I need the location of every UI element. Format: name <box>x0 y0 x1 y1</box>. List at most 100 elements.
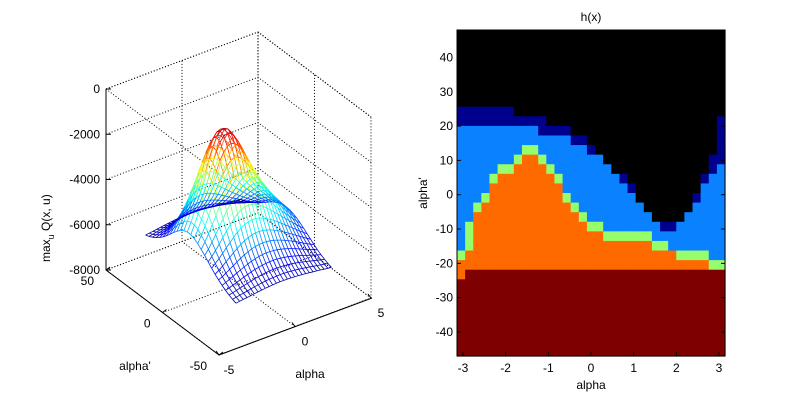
heatmap-cell <box>481 240 491 252</box>
heatmap-cell <box>660 317 669 328</box>
heatmap-cell <box>716 298 726 309</box>
heatmap-cell <box>530 269 539 280</box>
heatmap-cell <box>635 154 645 165</box>
mesh-line <box>320 258 325 261</box>
heatmap-cell <box>497 135 507 146</box>
mesh-line <box>247 274 252 282</box>
heatmap-cell <box>481 49 491 60</box>
mesh-line <box>228 162 233 171</box>
mesh-line <box>264 186 269 190</box>
mesh-line <box>262 242 267 254</box>
heatmap-cell <box>578 298 588 309</box>
mesh-line <box>270 197 275 206</box>
mesh-line <box>217 159 222 164</box>
mesh-line <box>222 237 227 249</box>
mesh-line <box>289 210 294 216</box>
heatmap-cell <box>651 279 661 290</box>
heatmap-cell <box>465 87 474 98</box>
heatmap-cell <box>546 231 556 242</box>
mesh-line <box>238 151 243 153</box>
mesh-line <box>167 225 171 228</box>
heatmap-cell <box>708 308 718 319</box>
heatmap-cell <box>700 279 710 290</box>
heatmap-cell <box>473 77 482 89</box>
mesh-line <box>281 210 286 219</box>
heatmap-cell <box>546 288 556 300</box>
mesh-line <box>239 276 245 281</box>
mesh-line <box>242 177 247 183</box>
mesh-line <box>280 258 285 266</box>
mesh-line <box>243 196 248 199</box>
mesh-line <box>246 178 251 183</box>
heatmap-cell <box>611 135 621 146</box>
mesh-line <box>231 174 237 180</box>
heatmap-cell <box>546 212 556 223</box>
heatmap-cell <box>700 231 710 242</box>
mesh-line <box>192 197 197 206</box>
heatmap-cell <box>505 269 515 280</box>
heatmap-cell <box>684 240 694 252</box>
heatmap-cell <box>481 260 491 271</box>
heatmap-cell <box>684 125 694 137</box>
heatmap-cell <box>554 164 564 175</box>
mesh-line <box>226 203 231 212</box>
mesh-line <box>267 190 272 194</box>
heatmap-cell <box>457 39 466 50</box>
mesh-line <box>231 149 236 157</box>
mesh-line <box>235 162 240 169</box>
heatmap-cell <box>481 308 491 319</box>
mesh-line <box>241 158 246 174</box>
heatmap-cell <box>635 221 645 232</box>
heatmap-cell <box>619 260 629 271</box>
heatmap-cell <box>546 298 556 309</box>
mesh-line <box>197 235 202 244</box>
heatmap-cell <box>651 288 661 300</box>
mesh-line <box>294 255 300 263</box>
heatmap-cell <box>546 97 556 108</box>
heatmap-cell <box>578 260 588 271</box>
heatmap-cell <box>603 97 612 108</box>
mesh-line <box>245 154 250 162</box>
heatmap-cell <box>530 327 539 338</box>
heatmap-cell <box>595 288 604 300</box>
heatmap-cell <box>643 97 653 108</box>
mesh-line <box>218 270 223 277</box>
heatmap-cell <box>513 125 523 137</box>
mesh-line <box>309 260 314 267</box>
heatmap-cell <box>635 173 645 185</box>
mesh-line <box>248 203 253 206</box>
mesh-line <box>225 287 230 291</box>
mesh-line <box>202 152 207 162</box>
heatmap-cell <box>570 298 580 309</box>
heatmap-cell <box>619 336 629 348</box>
heatmap-cell <box>668 106 677 117</box>
mesh-line <box>225 190 230 197</box>
heatmap-cell <box>716 260 726 271</box>
mesh-line <box>261 272 266 275</box>
heatmap-cell <box>465 298 474 309</box>
mesh-line <box>242 151 247 160</box>
heatmap-cell <box>635 298 645 309</box>
mesh-line <box>222 253 227 262</box>
mesh-line <box>295 241 300 250</box>
mesh-line <box>176 217 182 226</box>
mesh-line <box>254 266 259 270</box>
mesh-line <box>204 241 209 250</box>
mesh-line <box>317 249 322 255</box>
mesh-line <box>173 225 178 229</box>
heatmap-cell <box>627 202 637 213</box>
heatmap-cell <box>643 183 653 194</box>
mesh-line <box>221 194 226 197</box>
mesh-line <box>152 230 157 233</box>
mesh-line <box>238 173 244 179</box>
mesh-line <box>259 217 264 231</box>
heatmap-cell <box>505 231 515 242</box>
mesh-line <box>159 236 164 238</box>
heatmap-cell <box>660 260 669 271</box>
mesh-line <box>281 222 286 226</box>
mesh-line <box>284 264 288 266</box>
mesh-line <box>162 232 167 238</box>
mesh-line <box>197 243 202 250</box>
mesh-line <box>215 243 220 251</box>
